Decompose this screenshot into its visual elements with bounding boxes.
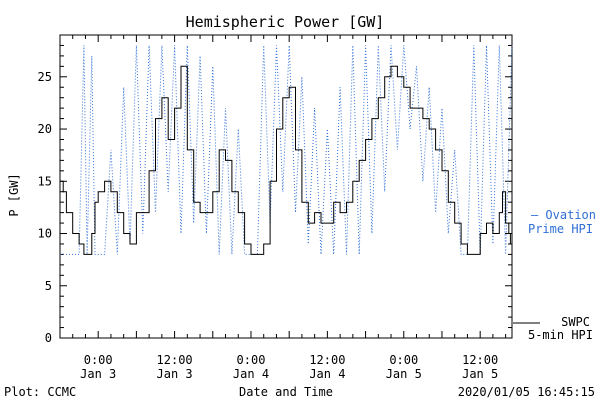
y-tick-label: 0 [45, 331, 52, 345]
x-tick-label-date: Jan 5 [462, 367, 498, 381]
footer-timestamp: 2020/01/05 16:45:15 [458, 385, 595, 399]
y-axis-label: P [GW] [7, 173, 21, 216]
legend-swpc-line1: SWPC [561, 315, 590, 329]
footer-credit: Plot: CCMC [4, 385, 76, 399]
x-tick-label-time: 12:00 [462, 353, 498, 367]
x-tick-label-date: Jan 5 [386, 367, 422, 381]
x-tick-label-time: 0:00 [389, 353, 418, 367]
series-swpc-line [60, 65, 511, 255]
x-tick-label-date: Jan 3 [80, 367, 116, 381]
x-tick-label-date: Jan 3 [157, 367, 193, 381]
x-tick-label-date: Jan 4 [309, 367, 345, 381]
y-tick-label: 10 [38, 227, 52, 241]
legend-ovation-line1: — Ovation [531, 208, 596, 222]
y-tick-label: 25 [38, 70, 52, 84]
x-tick-label-date: Jan 4 [233, 367, 269, 381]
y-tick-label: 15 [38, 174, 52, 188]
y-tick-label: 5 [45, 279, 52, 293]
series-ovation-prime-line [60, 45, 513, 255]
legend-swpc-line2: 5-min HPI [528, 328, 593, 342]
legend-ovation-line2: Prime HPI [528, 222, 593, 236]
plot-frame [59, 34, 513, 339]
y-tick-label: 20 [38, 122, 52, 136]
series-layer [60, 45, 513, 255]
x-tick-label-time: 12:00 [157, 353, 193, 367]
x-tick-label-time: 0:00 [84, 353, 113, 367]
x-tick-label-time: 0:00 [237, 353, 266, 367]
chart-title: Hemispheric Power [GW] [186, 13, 385, 31]
x-tick-label-time: 12:00 [309, 353, 345, 367]
x-axis-label: Date and Time [239, 385, 333, 399]
y-axis-ticks: 0 5 10 15 20 25 [38, 34, 512, 345]
